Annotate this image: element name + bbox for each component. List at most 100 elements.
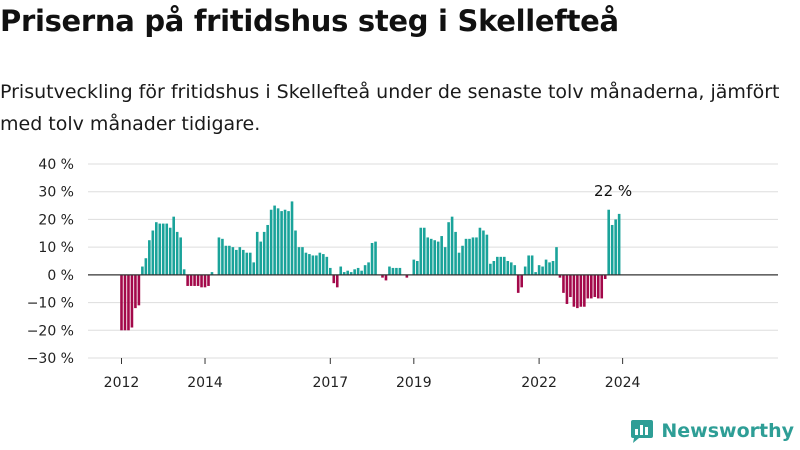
bar (207, 274, 210, 286)
y-tick-label: 30 % (38, 185, 74, 201)
bar (210, 272, 214, 275)
bar (370, 242, 374, 275)
x-tick-label: 2017 (312, 375, 348, 391)
bar (203, 274, 207, 288)
bar (252, 262, 256, 275)
bar (395, 267, 398, 275)
bar (388, 266, 391, 275)
bar (151, 230, 155, 275)
bar (464, 238, 468, 275)
bar (429, 238, 433, 275)
bar (120, 274, 123, 331)
bar (384, 274, 388, 281)
bar (569, 274, 572, 298)
bar (221, 238, 224, 275)
bar (586, 274, 590, 299)
bar (509, 262, 513, 275)
bar (349, 272, 353, 275)
bar (579, 274, 583, 307)
bar (551, 261, 555, 275)
chart-subtitle: Prisutveckling för fritidshus i Skelleft… (0, 81, 780, 135)
bar (478, 227, 482, 275)
bar (503, 256, 506, 275)
bar (596, 274, 600, 299)
x-tick-label: 2014 (187, 375, 223, 391)
bar (308, 254, 311, 275)
bar (283, 209, 287, 275)
bar (235, 249, 238, 275)
bar (242, 249, 245, 275)
bar (617, 213, 621, 275)
bar (196, 274, 200, 286)
bars (120, 201, 621, 331)
bar (541, 266, 544, 275)
bar (346, 270, 349, 275)
bar (496, 256, 499, 275)
bar (440, 236, 443, 275)
bar (447, 222, 450, 275)
bar (475, 237, 478, 275)
bar (555, 247, 558, 275)
bar (590, 274, 593, 299)
bar (530, 255, 534, 275)
y-tick-label: −10 % (27, 296, 74, 312)
y-tick-label: 20 % (38, 212, 74, 228)
bar (311, 255, 315, 275)
bar (182, 269, 186, 275)
bar (179, 237, 182, 275)
y-tick-label: 10 % (38, 240, 74, 256)
bar (297, 247, 301, 275)
bar (315, 255, 318, 275)
bar (367, 262, 370, 275)
bar (189, 274, 193, 286)
bar (127, 274, 130, 331)
bar (457, 252, 461, 275)
bar (353, 269, 356, 275)
bar (248, 252, 252, 275)
bar (200, 274, 203, 288)
bar (228, 245, 231, 275)
bar (485, 234, 489, 275)
bar (287, 211, 290, 275)
bar (562, 274, 565, 293)
bar (548, 262, 551, 275)
bar (158, 223, 162, 275)
bar (193, 274, 196, 286)
bar (454, 231, 457, 275)
bar (572, 274, 576, 307)
x-tick-label: 2012 (104, 375, 140, 391)
bar (523, 266, 527, 275)
bar (231, 247, 235, 275)
bar (168, 227, 172, 275)
bar (262, 231, 266, 275)
bar (513, 265, 517, 275)
bar (134, 274, 137, 309)
bar (489, 263, 492, 275)
y-tick-label: 40 % (38, 157, 74, 173)
bar (433, 240, 436, 275)
bar (381, 274, 384, 278)
bar (419, 227, 423, 275)
bar (527, 255, 530, 275)
bar (325, 256, 329, 275)
newsworthy-logo-icon (631, 420, 654, 443)
bar (534, 272, 537, 275)
bar (290, 201, 294, 275)
bar (130, 274, 134, 328)
bar (144, 258, 148, 275)
bar (161, 223, 165, 275)
bar (175, 231, 179, 275)
bar (422, 227, 426, 275)
bar (339, 266, 343, 275)
bar (123, 274, 127, 331)
bar (593, 274, 597, 298)
chart-title: Priserna på fritidshus steg i Skellefteå (0, 4, 619, 38)
bar (238, 247, 242, 275)
bar (391, 267, 395, 275)
bar (492, 261, 496, 275)
bar (266, 224, 269, 275)
bar (506, 261, 510, 275)
bar (255, 231, 259, 275)
bar (332, 274, 336, 284)
bar (537, 265, 541, 275)
